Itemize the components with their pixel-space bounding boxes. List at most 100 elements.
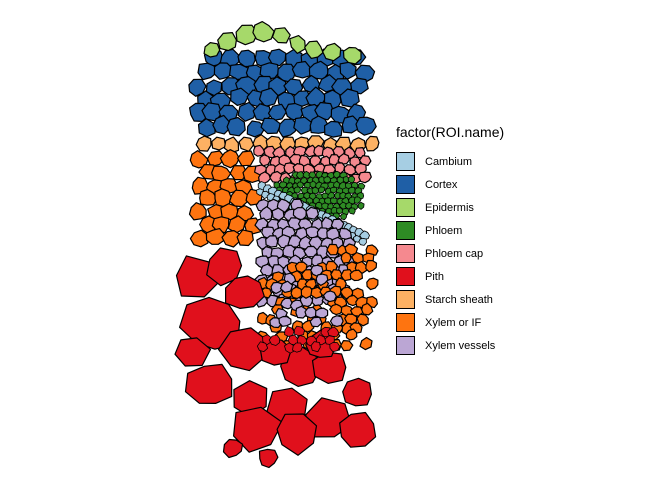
legend-swatch-cambium	[396, 152, 415, 171]
legend-label-pith: Pith	[425, 270, 444, 283]
pith-cell	[222, 438, 244, 459]
phloem-cap-cell	[337, 153, 350, 165]
cortex-cell	[339, 88, 360, 108]
legend-item-cambium: Cambium	[396, 150, 504, 173]
xylem-vessels-cell	[329, 315, 344, 327]
xylem-vessels-cell	[278, 315, 292, 327]
phloem-cell	[293, 186, 302, 194]
xylem-vessels-cell	[265, 235, 279, 248]
xylem-or-if-cell	[359, 336, 373, 351]
legend-label-phloem-cap: Phloem cap	[425, 247, 484, 260]
xylem-vessels-cell	[259, 206, 273, 221]
legend-label-phloem: Phloem	[425, 224, 463, 237]
legend-label-cambium: Cambium	[425, 155, 473, 168]
legend-item-xylem-or-if: Xylem or IF	[396, 311, 504, 334]
xylem-vessels-cell	[271, 207, 285, 221]
cortex-cell	[237, 101, 257, 122]
xylem-or-if-cell	[310, 286, 323, 299]
pith-cell	[284, 325, 295, 337]
pith-cell	[256, 341, 269, 353]
legend-item-cortex: Cortex	[396, 173, 504, 196]
phloem-cell	[348, 207, 356, 215]
epidermis-cell	[289, 34, 306, 55]
pith-cell	[174, 337, 212, 367]
legend-swatch-xylem-or-if	[396, 313, 415, 332]
cambium-cell	[359, 230, 370, 240]
phloem-cell	[278, 181, 287, 189]
phloem-cap-cell	[354, 162, 367, 175]
phloem-cell	[296, 181, 305, 189]
xylem-vessels-cell	[292, 207, 307, 221]
phloem-cell	[329, 186, 338, 194]
legend-swatch-epidermis	[396, 198, 415, 217]
cortex-cell	[226, 116, 246, 137]
legend-swatch-phloem-cap	[396, 244, 415, 263]
pith-cell	[342, 377, 372, 407]
legend-title: factor(ROI.name)	[396, 124, 505, 140]
xylem-vessels-cell	[309, 316, 323, 328]
pith-cell	[258, 448, 279, 469]
xylem-or-if-cell	[300, 286, 314, 299]
xylem-or-if-cell	[349, 269, 363, 282]
pith-cell	[268, 334, 281, 346]
legend-label-epidermis: Epidermis	[425, 201, 474, 214]
epidermis-cell	[322, 42, 342, 62]
xylem-or-if-cell	[206, 150, 226, 168]
starch-sheath-cell	[211, 136, 227, 151]
xylem-vessels-cell	[315, 307, 329, 319]
cortex-cell	[284, 102, 304, 121]
cortex-cell	[237, 49, 256, 68]
cortex-cell	[355, 116, 377, 136]
pith-cell	[296, 335, 308, 346]
pith-cell	[280, 346, 321, 387]
cortex-cell	[354, 64, 376, 83]
xylem-or-if-cell	[188, 202, 207, 221]
epidermis-cell	[342, 46, 362, 65]
xylem-or-if-cell	[199, 188, 218, 206]
legend-swatch-phloem	[396, 221, 415, 240]
xylem-vessels-cell	[305, 206, 319, 220]
phloem-cell	[329, 197, 338, 205]
pith-cell	[329, 341, 341, 353]
starch-sheath-cell	[238, 136, 255, 152]
cortex-cell	[188, 78, 207, 97]
cortex-cell	[230, 87, 250, 107]
legend-swatch-pith	[396, 267, 415, 286]
xylem-or-if-cell	[326, 243, 339, 256]
pith-cell	[339, 411, 377, 448]
legend-label-xylem-or-if: Xylem or IF	[425, 316, 482, 329]
legend: factor(ROI.name) Cambium Cortex Epidermi…	[396, 124, 504, 357]
xylem-or-if-cell	[340, 340, 354, 352]
xylem-vessels-cell	[304, 306, 318, 319]
phloem-cell	[334, 192, 341, 199]
xylem-vessels-cell	[295, 305, 308, 319]
legend-swatch-starch-sheath	[396, 290, 415, 309]
legend-label-cortex: Cortex	[425, 178, 458, 191]
pith-cell	[276, 413, 318, 456]
xylem-or-if-cell	[366, 277, 379, 291]
xylem-vessels-cell	[322, 290, 337, 303]
starch-sheath-cell	[195, 135, 212, 152]
legend-swatch-xylem-vessels	[396, 336, 415, 355]
phloem-cell	[357, 201, 365, 210]
cortex-cell	[293, 116, 312, 135]
xylem-vessels-cell	[321, 216, 335, 230]
phloem-cap-cell	[292, 145, 307, 158]
cortex-cell	[324, 120, 343, 138]
legend-item-phloem-cap: Phloem cap	[396, 242, 504, 265]
xylem-or-if-cell	[361, 302, 374, 316]
pith-cell	[206, 247, 243, 287]
xylem-vessels-cell	[279, 280, 294, 293]
pith-cell	[292, 342, 303, 353]
epidermis-cell	[271, 27, 291, 44]
legend-item-xylem-vessels: Xylem vessels	[396, 334, 504, 357]
pith-cell	[311, 351, 347, 384]
xylem-or-if-cell	[219, 149, 240, 169]
xylem-or-if-cell	[237, 150, 255, 167]
xylem-vessels-cell	[315, 273, 329, 286]
cortex-cell	[197, 62, 218, 81]
legend-swatch-cortex	[396, 175, 415, 194]
xylem-vessels-cell	[338, 227, 352, 240]
phloem-cell	[351, 181, 359, 189]
